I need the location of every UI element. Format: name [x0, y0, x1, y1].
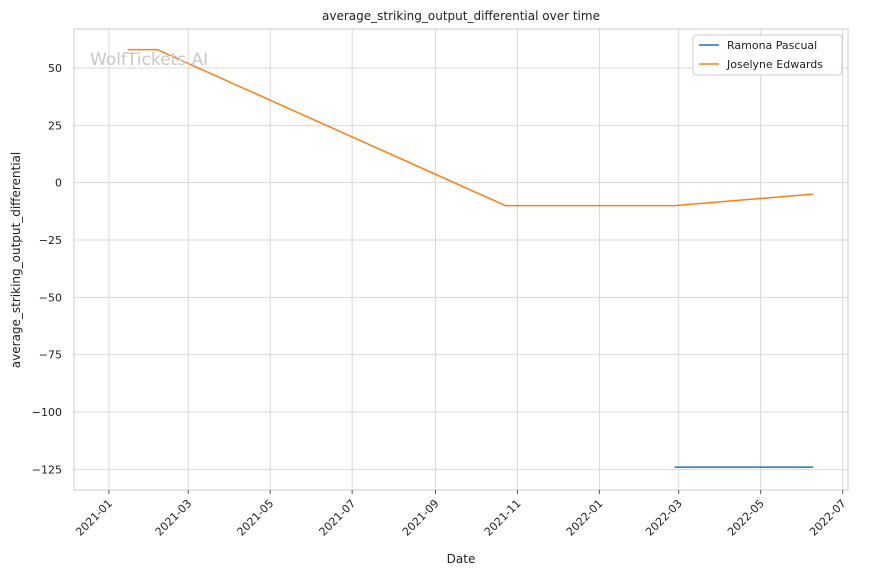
legend-label: Joselyne Edwards — [726, 58, 823, 71]
x-tick-label: 2021-07 — [317, 497, 359, 539]
legend: Ramona Pascual Joselyne Edwards — [692, 34, 843, 76]
legend-label: Ramona Pascual — [727, 39, 817, 52]
x-tick-label: 2021-01 — [73, 497, 115, 539]
x-tick-label: 2021-11 — [482, 497, 524, 539]
x-tick-label: 2022-03 — [643, 497, 685, 539]
x-tick-label: 2022-01 — [564, 497, 606, 539]
x-tick-label: 2021-03 — [153, 497, 195, 539]
grid-lines — [74, 29, 848, 490]
series-lines — [127, 48, 814, 468]
x-tick-label: 2022-05 — [725, 497, 767, 539]
plot-frame — [73, 28, 849, 491]
y-tick-label: −50 — [39, 291, 62, 304]
legend-box — [692, 34, 843, 76]
y-tick-label: −25 — [39, 234, 62, 247]
y-tick-label: 0 — [55, 177, 62, 190]
y-tick-label: −125 — [32, 463, 62, 476]
y-axis-ticks: 50 25 0 −25 −50 −75 −100 −125 — [32, 62, 62, 476]
x-axis-label: Date — [447, 552, 476, 566]
x-axis-ticks: 2021-01 2021-03 2021-05 2021-07 2021-09 2021-… — [73, 490, 849, 539]
x-tick-label: 2021-09 — [400, 497, 442, 539]
y-tick-label: −100 — [32, 406, 62, 419]
x-tick-label: 2022-07 — [807, 497, 849, 539]
y-tick-label: −75 — [39, 349, 62, 362]
y-tick-label: 25 — [48, 119, 62, 132]
x-tick-label: 2021-05 — [235, 497, 277, 539]
series-line-2 — [127, 48, 814, 207]
y-tick-label: 50 — [48, 62, 62, 75]
watermark-text: WolfTickets.AI — [90, 50, 208, 70]
y-axis-label: average_striking_output_differential — [9, 152, 23, 368]
chart-title: average_striking_output_differential ove… — [322, 9, 600, 23]
